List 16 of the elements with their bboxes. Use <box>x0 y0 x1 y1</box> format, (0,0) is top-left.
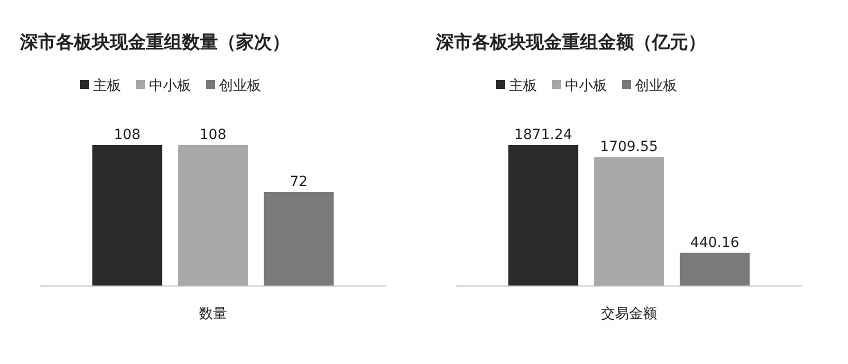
chart-title: 深市各板块现金重组金额（亿元） <box>435 32 706 53</box>
legend-label: 主板 <box>509 78 537 94</box>
legend-label: 创业板 <box>219 78 261 94</box>
x-tick-label: 交易金额 <box>601 306 657 322</box>
chart-title: 深市各板块现金重组数量（家次） <box>19 32 290 53</box>
legend-label: 中小板 <box>149 78 191 94</box>
data-label: 440.16 <box>690 234 740 251</box>
data-label: 1871.24 <box>514 126 572 143</box>
data-label: 1709.55 <box>600 139 658 156</box>
data-label: 72 <box>290 174 308 190</box>
data-label: 108 <box>200 126 226 143</box>
x-tick-label: 数量 <box>199 306 227 322</box>
legend-label: 主板 <box>93 78 121 94</box>
legend-label: 中小板 <box>565 78 607 94</box>
data-label: 108 <box>114 126 141 143</box>
legend-label: 创业板 <box>635 78 677 94</box>
